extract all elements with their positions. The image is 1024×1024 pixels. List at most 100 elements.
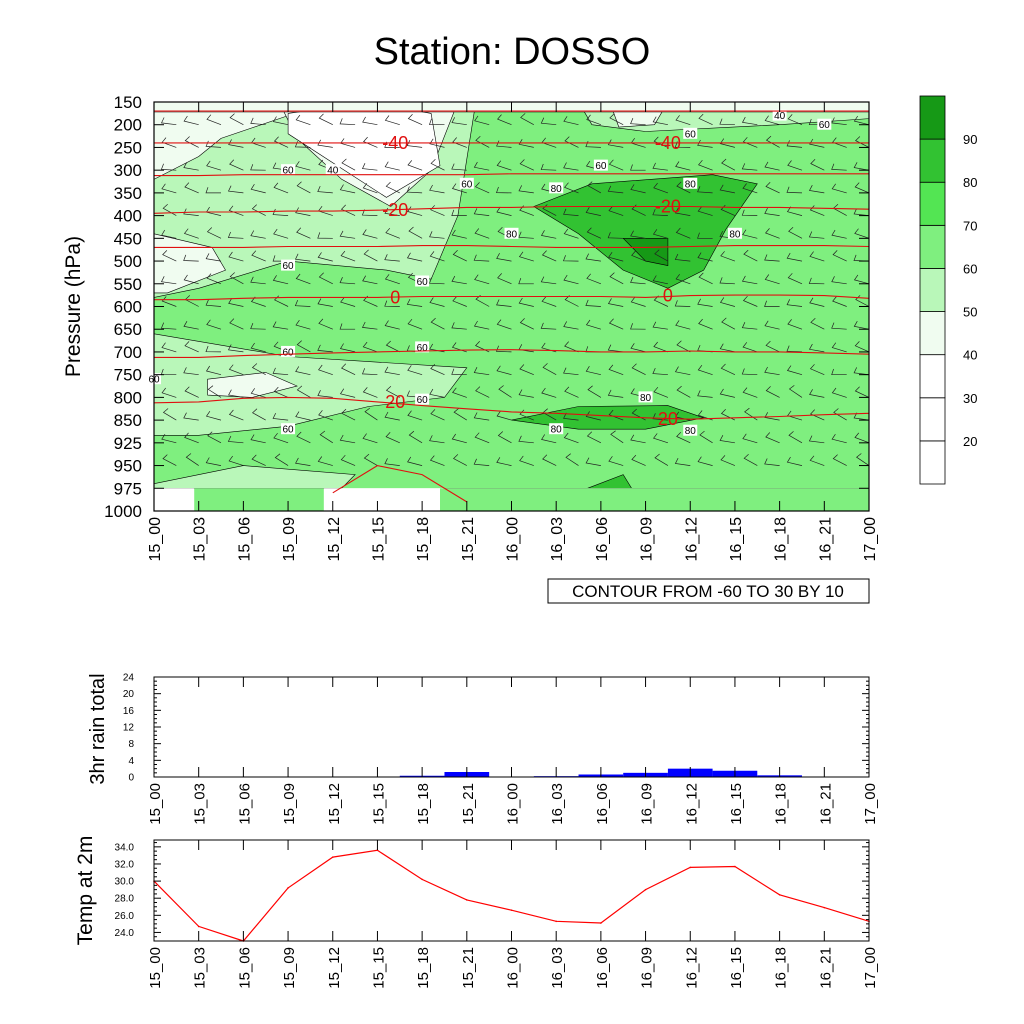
- x-tick-label: 15_12: [326, 783, 343, 825]
- wind-barb: [697, 364, 713, 376]
- wind-barb: [765, 340, 780, 353]
- wind-barb: [228, 205, 244, 216]
- wind-barb: [384, 320, 400, 330]
- fill-region-50-60-lower: [154, 333, 468, 436]
- temperature-contour-line: [154, 349, 869, 358]
- wind-barb: [228, 389, 244, 398]
- x-tick-label: 16_09: [639, 517, 656, 562]
- wind-barb: [810, 317, 825, 330]
- temperature-contour-line: [154, 205, 869, 214]
- wind-barb: [697, 456, 713, 466]
- wind-barb: [385, 385, 400, 398]
- wind-barb: [183, 115, 199, 126]
- fill-contour-label-bg: [593, 159, 608, 171]
- wind-barb: [250, 342, 266, 353]
- wind-barb: [161, 296, 177, 307]
- y-tick-label: 1000: [104, 502, 142, 521]
- wind-barb: [607, 389, 624, 398]
- wind-barb: [855, 295, 869, 307]
- wind-barb: [317, 185, 333, 194]
- wind-barb: [741, 322, 758, 330]
- wind-barb: [675, 320, 691, 330]
- wind-barb: [832, 250, 847, 262]
- wind-barb: [452, 249, 467, 262]
- temp-y-tick-label: 32.0: [115, 859, 135, 870]
- wind-barb: [587, 385, 602, 398]
- wind-barb: [296, 431, 311, 444]
- y-tick-label: 850: [114, 411, 142, 430]
- wind-barb: [154, 374, 155, 375]
- wind-barb: [542, 363, 557, 376]
- wind-barb: [474, 182, 490, 194]
- fill-contour-label-bg: [415, 275, 430, 287]
- x-tick-label: 16_18: [773, 517, 790, 562]
- wind-barb: [519, 409, 534, 421]
- wind-barb: [742, 342, 758, 353]
- wind-barb: [518, 139, 534, 148]
- fill-contour-label-bg: [325, 164, 340, 176]
- temp-point: [823, 906, 826, 909]
- wind-barb: [764, 412, 780, 421]
- wind-barb: [855, 136, 869, 148]
- wind-barb: [810, 159, 825, 171]
- wind-barb: [317, 232, 333, 239]
- wind-barb: [698, 113, 713, 126]
- wind-barb: [496, 206, 512, 216]
- x-tick-label: 15_12: [326, 517, 343, 562]
- y-tick-label: 400: [114, 207, 142, 226]
- wind-barb: [295, 411, 311, 421]
- wind-barb: [585, 411, 601, 421]
- wind-barb: [630, 434, 646, 444]
- wind-barb: [295, 320, 311, 330]
- wind-barb: [675, 273, 691, 285]
- rain-y-tick-label: 16: [123, 706, 135, 717]
- wind-barb: [160, 163, 177, 171]
- wind-barb: [675, 227, 691, 239]
- wind-barb: [473, 458, 490, 466]
- wind-barb: [154, 169, 155, 171]
- wind-barb: [831, 368, 847, 376]
- wind-barb: [856, 453, 869, 466]
- wind-barb: [406, 252, 423, 262]
- wind-barb: [272, 321, 289, 330]
- wind-barb: [741, 368, 758, 376]
- wind-barb: [429, 251, 445, 262]
- wind-barb: [407, 365, 423, 376]
- wind-barb: [183, 321, 199, 330]
- wind-barb: [831, 276, 847, 285]
- wind-barb: [184, 182, 199, 194]
- wind-barb: [809, 138, 825, 148]
- wind-barb: [206, 160, 222, 171]
- chart-title: Station: DOSSO: [374, 31, 651, 73]
- wind-barb: [407, 318, 423, 330]
- wind-barb: [183, 228, 199, 239]
- wind-barb: [630, 323, 646, 330]
- wind-barb: [183, 412, 199, 421]
- wind-barb: [295, 114, 311, 126]
- wind-barb: [430, 158, 445, 171]
- wind-barb: [653, 341, 669, 353]
- wind-barb: [519, 159, 534, 171]
- temperature-contour-line: [154, 245, 869, 248]
- wind-barb: [540, 322, 557, 330]
- wind-barb: [540, 117, 557, 126]
- wind-barb: [227, 231, 244, 239]
- wind-barb: [518, 435, 534, 444]
- temperature-contour-line: [154, 173, 869, 177]
- wind-barb: [318, 272, 333, 285]
- wind-barb: [787, 114, 803, 126]
- wind-barb: [362, 116, 378, 126]
- wind-barb: [273, 432, 289, 444]
- wind-barb: [296, 340, 311, 353]
- wind-barb: [361, 209, 378, 216]
- x-tick-label: 15_18: [415, 517, 432, 562]
- wind-barb: [565, 453, 579, 466]
- wind-barb: [831, 322, 847, 330]
- fill-contour-label-text: 80: [685, 179, 697, 190]
- wind-barb: [251, 454, 266, 466]
- x-tick-label: 15_09: [281, 517, 298, 562]
- wind-barb: [563, 228, 579, 239]
- wind-barb: [497, 431, 512, 444]
- y-tick-label: 200: [114, 116, 142, 135]
